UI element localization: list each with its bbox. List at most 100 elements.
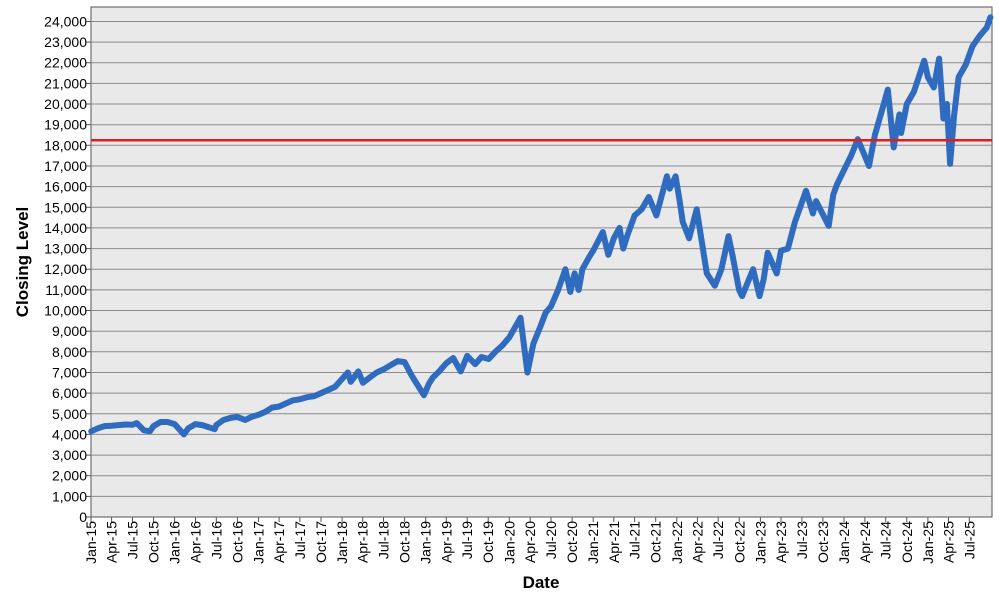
plot-area bbox=[90, 6, 993, 518]
data-point bbox=[925, 74, 931, 80]
x-tick-label: Oct-23 bbox=[815, 521, 831, 563]
data-point bbox=[761, 277, 767, 283]
data-point bbox=[736, 287, 742, 293]
data-point bbox=[151, 423, 156, 429]
data-point bbox=[102, 423, 107, 429]
x-tick-label: Jul-22 bbox=[710, 521, 726, 559]
data-point bbox=[813, 198, 819, 204]
data-point bbox=[826, 223, 832, 229]
data-point bbox=[664, 173, 670, 179]
data-point bbox=[936, 56, 942, 62]
data-point bbox=[896, 111, 902, 117]
data-point bbox=[898, 130, 904, 136]
data-point bbox=[269, 405, 275, 411]
data-point bbox=[841, 167, 847, 173]
data-point bbox=[360, 380, 366, 386]
data-point bbox=[834, 182, 840, 188]
data-point bbox=[970, 43, 975, 49]
x-tick-label: Apr-21 bbox=[606, 521, 622, 563]
data-point bbox=[381, 366, 386, 372]
data-point bbox=[778, 248, 784, 254]
data-point bbox=[518, 315, 523, 321]
data-point bbox=[940, 116, 946, 121]
y-tick-label: 3,000 bbox=[52, 447, 87, 463]
x-tick-label: Oct-17 bbox=[313, 521, 329, 563]
data-point bbox=[611, 235, 617, 241]
data-point bbox=[704, 270, 710, 276]
data-point bbox=[109, 423, 115, 429]
data-point bbox=[617, 225, 622, 231]
x-tick-label: Apr-25 bbox=[941, 521, 957, 563]
data-point bbox=[147, 428, 153, 434]
data-point bbox=[963, 62, 969, 68]
data-point bbox=[263, 409, 269, 415]
data-point bbox=[181, 431, 187, 437]
y-tick-label: 21,000 bbox=[44, 75, 87, 91]
data-point bbox=[879, 107, 885, 113]
data-point bbox=[921, 58, 927, 64]
x-tick-label: Jul-16 bbox=[208, 521, 224, 559]
y-tick-label: 20,000 bbox=[44, 96, 87, 112]
x-tick-label: Jan-15 bbox=[83, 521, 99, 564]
data-point bbox=[567, 289, 573, 295]
data-point bbox=[757, 293, 762, 299]
x-tick-label: Jan-21 bbox=[585, 521, 601, 564]
x-tick-label: Oct-16 bbox=[229, 521, 245, 563]
data-point bbox=[436, 368, 442, 374]
data-point bbox=[141, 427, 147, 433]
data-point bbox=[677, 200, 683, 206]
data-point bbox=[984, 25, 990, 31]
data-point bbox=[605, 252, 611, 258]
data-point bbox=[185, 425, 191, 431]
data-point bbox=[987, 14, 993, 20]
data-point bbox=[572, 270, 578, 276]
data-point bbox=[792, 219, 798, 225]
data-point bbox=[524, 370, 530, 375]
data-point bbox=[290, 397, 296, 403]
y-tick-label: 14,000 bbox=[44, 220, 87, 236]
x-axis: Jan-15 Apr-15 Jul-15 Oct-15 Jan-16 Apr-16 Jul-… bbox=[83, 517, 977, 564]
x-tick-label: Jul-23 bbox=[794, 521, 810, 559]
x-tick-label: Jul-21 bbox=[627, 521, 643, 559]
y-tick-label: 12,000 bbox=[44, 261, 87, 277]
data-point bbox=[872, 132, 878, 138]
x-tick-label: Jan-23 bbox=[752, 521, 768, 564]
data-point bbox=[830, 192, 836, 198]
data-point bbox=[718, 266, 724, 272]
x-tick-label: Jan-22 bbox=[669, 521, 685, 564]
data-point bbox=[256, 412, 261, 418]
data-point bbox=[576, 287, 582, 293]
y-tick-label: 9,000 bbox=[52, 323, 87, 339]
y-tick-label: 6,000 bbox=[52, 385, 87, 401]
x-tick-label: Oct-19 bbox=[480, 521, 496, 563]
data-point bbox=[625, 231, 631, 237]
x-tick-label: Oct-21 bbox=[648, 521, 664, 563]
x-tick-label: Jul-19 bbox=[459, 521, 475, 559]
data-point bbox=[130, 422, 135, 428]
data-point bbox=[283, 400, 289, 406]
x-tick-label: Oct-24 bbox=[899, 521, 915, 563]
x-tick-label: Oct-22 bbox=[731, 521, 747, 563]
data-point bbox=[421, 392, 427, 398]
data-point bbox=[276, 404, 282, 409]
data-point bbox=[478, 354, 484, 360]
x-tick-label: Oct-20 bbox=[564, 521, 580, 563]
y-tick-label: 13,000 bbox=[44, 241, 87, 257]
x-tick-label: Apr-23 bbox=[773, 521, 789, 563]
data-point bbox=[639, 206, 645, 212]
data-point bbox=[698, 231, 704, 237]
data-point bbox=[911, 89, 917, 95]
y-tick-label: 7,000 bbox=[52, 365, 87, 381]
y-tick-label: 4,000 bbox=[52, 426, 87, 442]
x-tick-label: Jul-25 bbox=[961, 521, 977, 559]
data-point bbox=[885, 87, 891, 93]
data-point bbox=[499, 343, 505, 349]
data-point bbox=[810, 211, 816, 216]
y-tick-label: 10,000 bbox=[44, 303, 87, 319]
x-tick-label: Jul-24 bbox=[878, 521, 894, 559]
data-point bbox=[977, 33, 983, 39]
data-point bbox=[620, 246, 626, 252]
x-tick-label: Apr-18 bbox=[355, 521, 371, 563]
x-tick-label: Oct-15 bbox=[146, 521, 162, 563]
x-tick-label: Apr-17 bbox=[271, 521, 287, 563]
